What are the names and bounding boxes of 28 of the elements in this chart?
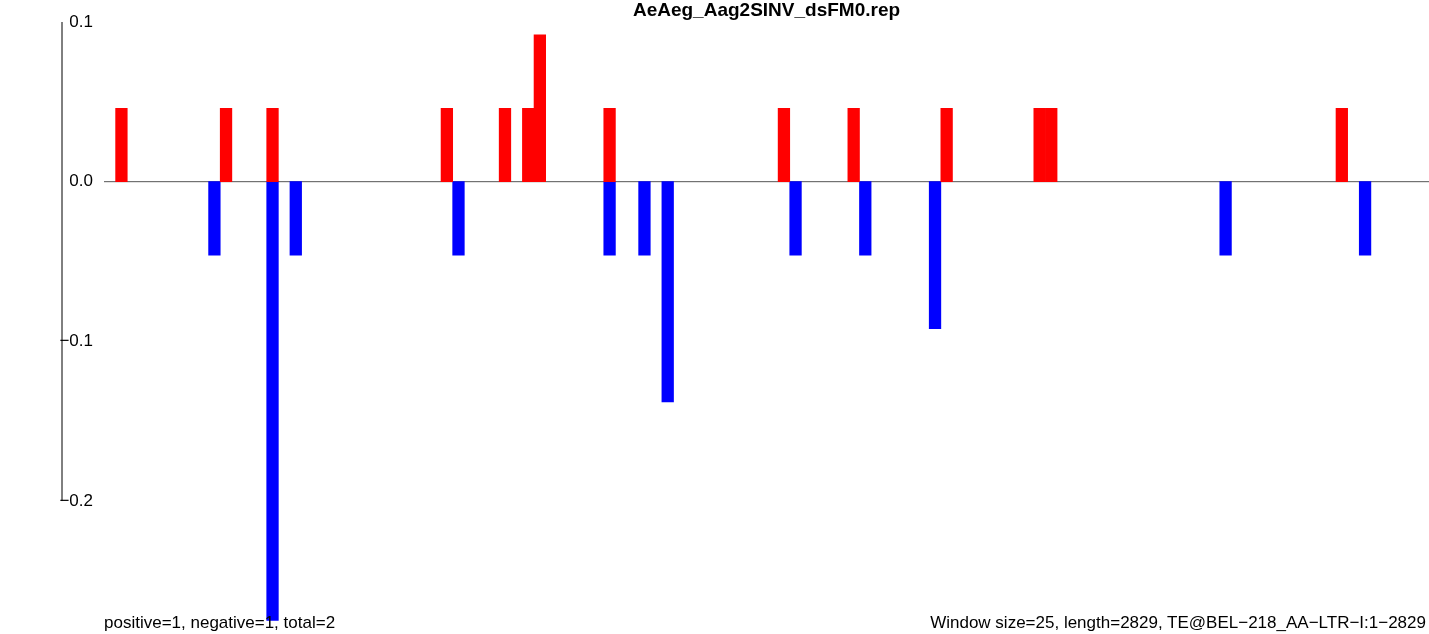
y-tick-label: −0.1	[59, 331, 93, 351]
bar	[1335, 107, 1348, 183]
annotation: Window size=25, length=2829, TE@BEL−218_AA−LTR−I:1−2829	[930, 613, 1426, 633]
y-tick-label: −0.2	[59, 490, 93, 510]
y-tick-label: 0.1	[69, 11, 93, 31]
bar	[208, 181, 221, 256]
bar	[289, 181, 302, 256]
bar	[603, 107, 616, 183]
bar	[661, 181, 674, 403]
bar	[603, 181, 616, 256]
bar	[789, 181, 802, 256]
bar	[219, 107, 233, 183]
bar	[1219, 181, 1232, 256]
bar	[847, 107, 860, 183]
bar	[115, 107, 128, 183]
bar	[452, 181, 465, 256]
annotation: positive=1, negative=1, total=2	[104, 613, 336, 633]
bar	[777, 107, 791, 183]
bar	[266, 107, 279, 183]
y-tick-label: 0.0	[69, 171, 93, 191]
bar	[940, 107, 953, 183]
bar	[1358, 181, 1372, 256]
chart-title: AeAeg_Aag2SINV_dsFM0.rep	[632, 0, 901, 20]
bar	[859, 181, 872, 256]
bar	[638, 181, 651, 256]
bar	[928, 181, 942, 329]
bar	[440, 107, 454, 183]
bar	[498, 107, 512, 183]
